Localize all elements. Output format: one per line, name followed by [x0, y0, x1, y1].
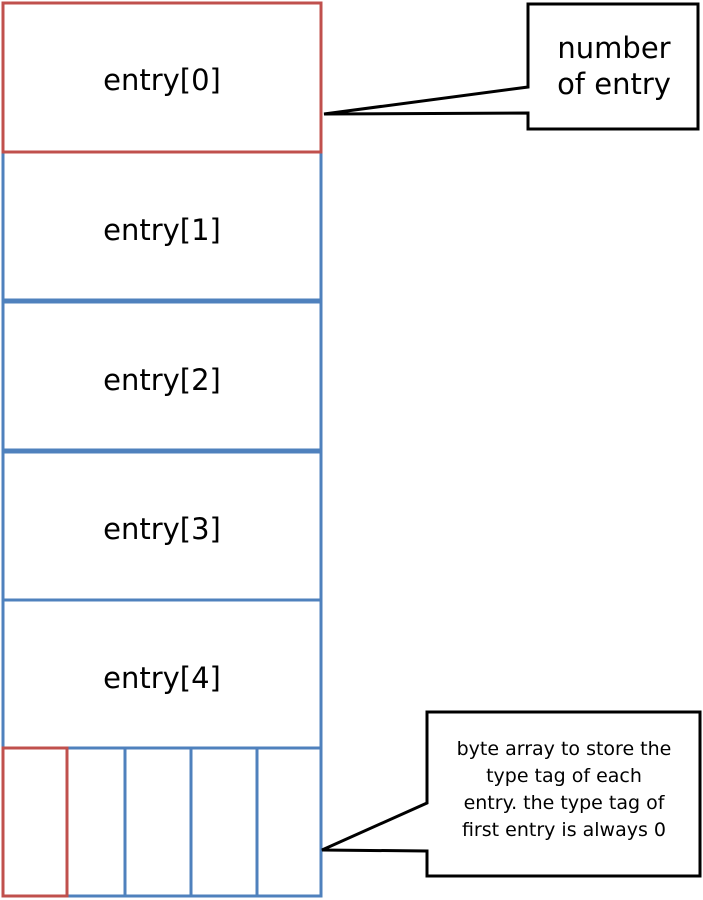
callout-type-tag	[321, 710, 702, 878]
entry-box-0	[1, 1, 323, 154]
callout-type-tag-line-4: first entry is always 0	[461, 819, 667, 841]
entry-label-4: entry[4]	[103, 661, 221, 695]
type-tag-cell-2	[65, 746, 127, 898]
callout-type-tag-text: byte array to store the type tag of each…	[429, 736, 699, 844]
callout-type-tag-line-3: entry. the type tag of	[463, 792, 665, 814]
callout-number-of-entry-line-1: number	[557, 31, 671, 65]
type-tag-cell-4	[189, 746, 259, 898]
entry-box-2	[1, 300, 323, 452]
entry-label-1: entry[1]	[103, 213, 221, 247]
callout-number-of-entry	[323, 2, 700, 131]
type-tag-cell-5	[255, 746, 323, 898]
callout-type-tag-line-1: byte array to store the	[456, 738, 672, 760]
callout-number-of-entry-text: number of entry	[530, 30, 698, 102]
callout-type-tag-line-2: type tag of each	[486, 765, 642, 787]
entry-label-3: entry[3]	[103, 512, 221, 546]
entry-label-0: entry[0]	[103, 63, 221, 97]
callout-number-of-entry-line-2: of entry	[557, 67, 671, 101]
type-tag-cell-1	[1, 746, 69, 898]
type-tag-cell-3	[123, 746, 193, 898]
entry-label-2: entry[2]	[103, 363, 221, 397]
